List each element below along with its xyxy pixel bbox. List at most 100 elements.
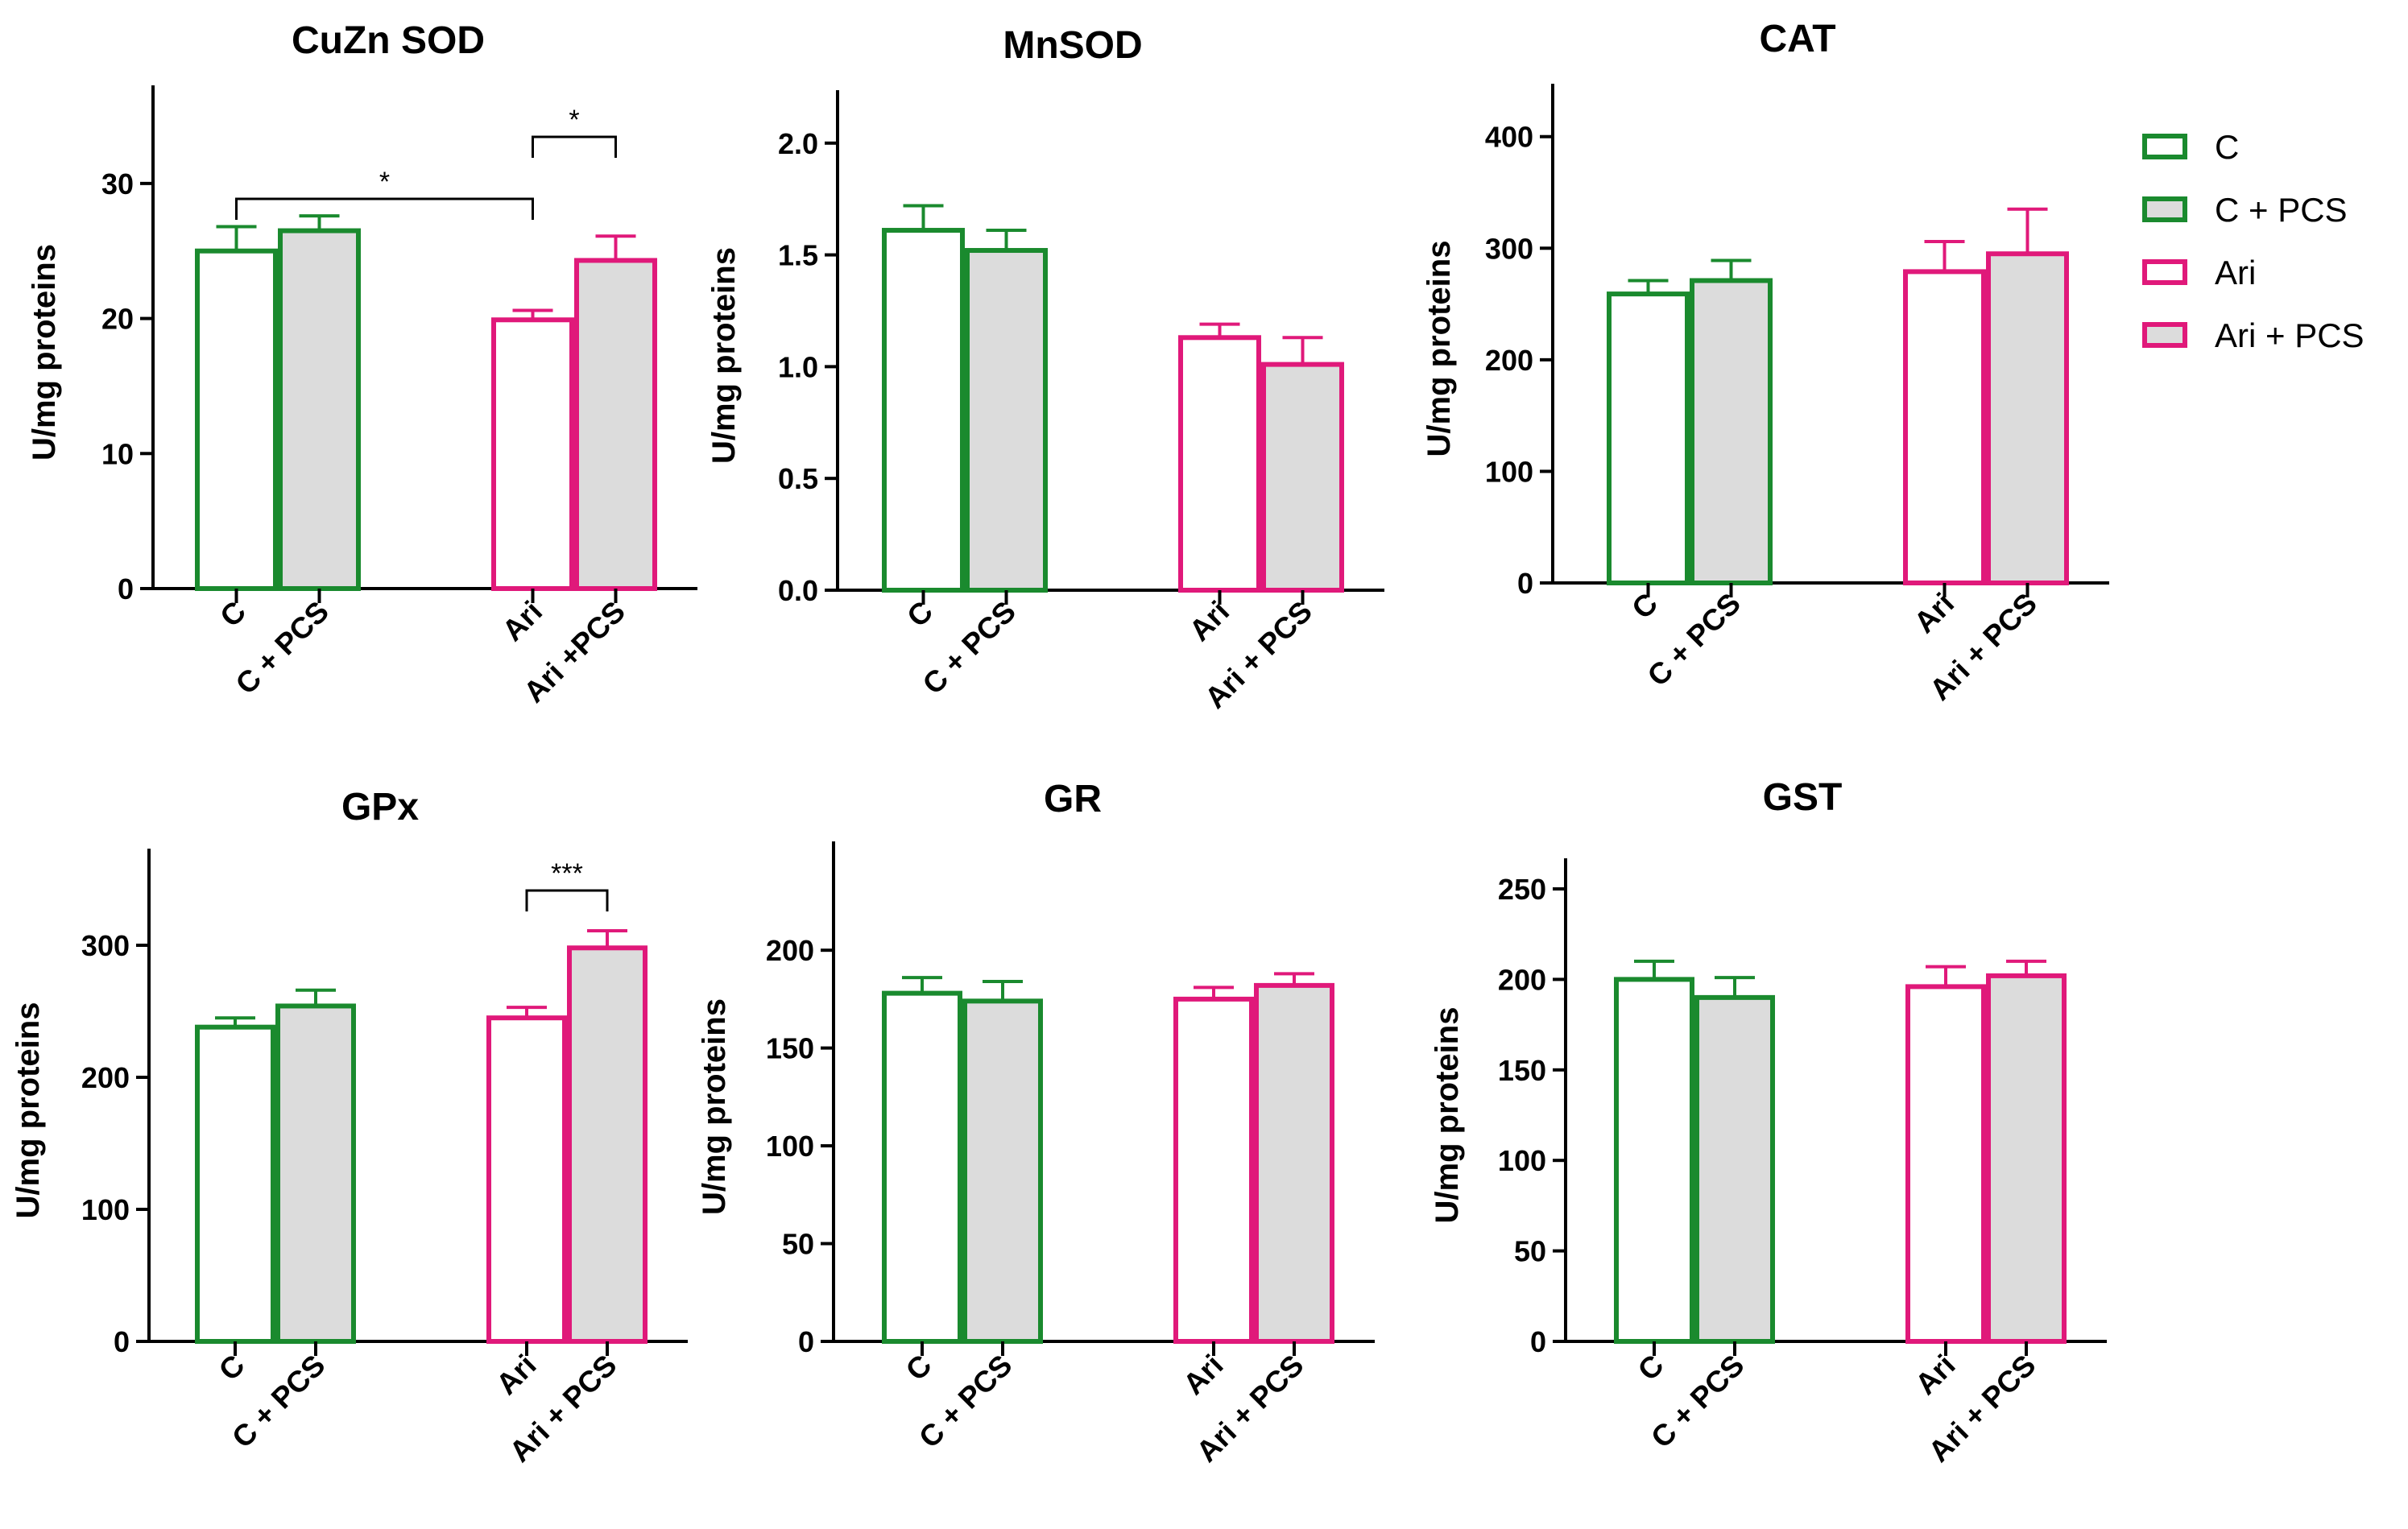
y-tick-label: 100 <box>1485 455 1533 488</box>
bar-c <box>1614 977 1694 1345</box>
significance-label: * <box>379 167 390 197</box>
bar-ari-pcs <box>1986 973 2067 1345</box>
bar-ari-pcs <box>1254 982 1334 1345</box>
bar-c <box>882 990 962 1344</box>
bar-ari-pcs <box>1261 362 1344 593</box>
y-tick-label: 0 <box>118 572 134 605</box>
significance-label: * <box>569 105 579 135</box>
bar-ari-pcs <box>574 258 657 591</box>
y-tick-label: 200 <box>766 934 814 967</box>
significance-bracket <box>532 135 617 158</box>
legend-swatch <box>2142 196 2187 222</box>
significance-bracket <box>235 197 534 220</box>
bar-c-pcs <box>275 1003 356 1344</box>
y-tick-label: 0 <box>1530 1325 1546 1358</box>
legend: C C + PCS Ari Ari + PCS <box>2142 128 2365 354</box>
bar-ari <box>1905 984 1986 1344</box>
legend-item: Ari + PCS <box>2142 316 2365 354</box>
y-tick-label: 100 <box>81 1193 130 1226</box>
legend-label: Ari <box>2215 254 2256 291</box>
y-tick-label: 100 <box>766 1130 814 1163</box>
y-tick-label: 300 <box>1485 232 1533 265</box>
y-axis-label: U/mg proteins <box>10 1002 46 1219</box>
bar-ari-pcs <box>567 945 648 1345</box>
bar-ari <box>1173 996 1254 1345</box>
bar-c-pcs <box>1690 278 1773 585</box>
x-tick-label: C <box>1625 587 1664 626</box>
x-tick-label: Ari <box>490 1349 542 1401</box>
bar-c <box>195 1024 275 1345</box>
x-tick-label: C <box>900 595 939 634</box>
x-tick-label: C <box>1632 1349 1670 1387</box>
significance-bracket <box>525 889 609 911</box>
legend-label: Ari + PCS <box>2215 316 2365 354</box>
y-tick-label: 50 <box>1514 1235 1546 1268</box>
bar-c <box>882 228 965 593</box>
y-tick-label: 250 <box>1498 873 1546 906</box>
y-tick-label: 20 <box>101 303 134 336</box>
bar-c <box>195 248 278 591</box>
y-tick-label: 200 <box>1498 963 1546 996</box>
x-tick-label: C <box>213 1349 251 1387</box>
x-tick-label: C + PCS <box>1641 587 1747 692</box>
x-tick-label: Ari <box>496 595 548 647</box>
bar-c-pcs <box>278 228 361 591</box>
chart-title: CuZn SOD <box>292 19 485 62</box>
legend-item: C <box>2142 128 2239 166</box>
x-tick-label: Ari <box>1908 587 1960 639</box>
x-tick-label: Ari <box>1183 595 1235 647</box>
y-tick-label: 0.0 <box>778 574 818 607</box>
chart-title: GPx <box>341 786 419 829</box>
y-tick-label: 1.5 <box>778 239 818 272</box>
x-tick-label: Ari <box>1177 1349 1229 1401</box>
bar-ari-pcs <box>1986 251 2069 585</box>
chart-title: MnSOD <box>1003 24 1142 67</box>
y-tick-label: 400 <box>1485 121 1533 154</box>
bar-c <box>1607 291 1690 585</box>
y-tick-label: 50 <box>782 1228 814 1261</box>
bar-ari <box>1178 335 1261 593</box>
x-tick-label: Ari <box>1909 1349 1961 1401</box>
y-tick-label: 300 <box>81 929 130 962</box>
y-axis-label: U/mg proteins <box>697 998 732 1215</box>
legend-label: C <box>2215 128 2239 166</box>
x-tick-label: C + PCS <box>916 595 1022 700</box>
legend-label: C + PCS <box>2215 191 2348 229</box>
legend-item: Ari <box>2142 254 2256 291</box>
bar-c-pcs <box>965 248 1048 593</box>
y-tick-label: 150 <box>766 1032 814 1065</box>
y-tick-label: 0 <box>798 1325 814 1358</box>
y-tick-label: 150 <box>1498 1054 1546 1087</box>
bar-c-pcs <box>1694 994 1775 1344</box>
y-axis-label: U/mg proteins <box>1421 241 1457 457</box>
y-tick-label: 100 <box>1498 1144 1546 1177</box>
y-axis-label: U/mg proteins <box>1429 1007 1465 1224</box>
y-axis-label: U/mg proteins <box>27 244 62 461</box>
y-tick-label: 1.0 <box>778 350 818 383</box>
bar-ari <box>1903 269 1986 585</box>
legend-item: C + PCS <box>2142 191 2348 229</box>
y-tick-label: 10 <box>101 437 134 470</box>
legend-swatch <box>2142 259 2187 285</box>
y-axis-label: U/mg proteins <box>706 247 742 464</box>
significance-label: *** <box>551 858 583 889</box>
legend-swatch <box>2142 322 2187 348</box>
y-tick-label: 0 <box>114 1325 130 1358</box>
chart-title: CAT <box>1759 18 1835 60</box>
bar-c-pcs <box>962 998 1043 1344</box>
chart-title: GST <box>1763 776 1843 819</box>
x-tick-label: C <box>213 595 252 634</box>
bar-ari <box>491 317 574 591</box>
y-tick-label: 200 <box>81 1061 130 1094</box>
y-tick-label: 30 <box>101 167 134 200</box>
x-tick-label: C <box>900 1349 938 1387</box>
y-tick-label: 2.0 <box>778 127 818 160</box>
y-tick-label: 0 <box>1517 567 1533 600</box>
legend-swatch <box>2142 134 2187 159</box>
bar-ari <box>486 1015 567 1344</box>
